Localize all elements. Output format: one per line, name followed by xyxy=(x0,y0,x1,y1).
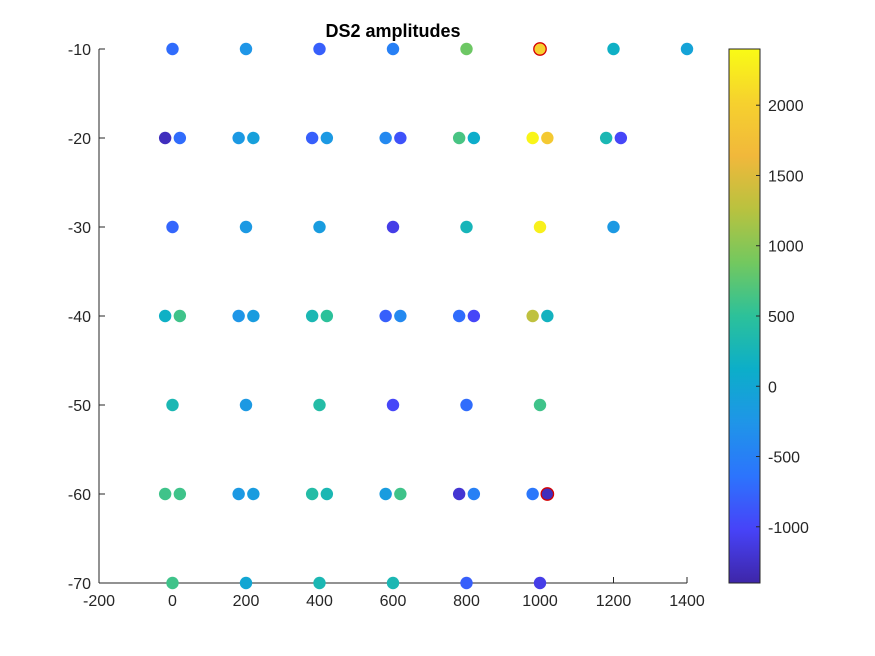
scatter-point xyxy=(313,220,326,234)
scatter-point xyxy=(680,42,694,56)
y-tick-label: -40 xyxy=(68,309,91,326)
scatter-point xyxy=(386,576,400,590)
scatter-point xyxy=(526,487,539,501)
scatter-point xyxy=(541,309,554,323)
scatter-point xyxy=(452,131,466,145)
scatter-point xyxy=(460,42,473,56)
scatter-point xyxy=(313,576,326,590)
scatter-point xyxy=(173,487,187,501)
scatter-point xyxy=(247,309,260,323)
scatter-point xyxy=(247,487,260,501)
scatter-point xyxy=(313,42,326,56)
scatter-point xyxy=(247,131,260,145)
colorbar-tick-label: -1000 xyxy=(768,520,809,537)
x-tick-label: 0 xyxy=(168,593,177,610)
plot-area: -200 0 200 400 600 800 1000 1200 1400 -10-20-30-… xyxy=(68,42,705,610)
scatter-point xyxy=(467,309,481,323)
scatter-point xyxy=(166,220,179,234)
scatter-point xyxy=(386,42,400,56)
scatter-point xyxy=(452,309,466,323)
colorbar-tick-label: 1500 xyxy=(768,168,804,185)
scatter-point xyxy=(533,42,547,56)
y-tick-label: -60 xyxy=(68,487,91,504)
y-tick-label: -70 xyxy=(68,576,91,593)
scatter-point xyxy=(452,487,466,501)
colorbar-gradient xyxy=(728,48,761,584)
scatter-point xyxy=(533,576,547,590)
scatter-point xyxy=(166,398,179,412)
colorbar: -1000 -500 0 500 1000 1500 2000 xyxy=(728,48,809,584)
colorbar-tick-label: -500 xyxy=(768,450,800,467)
scatter-point xyxy=(614,131,628,145)
scatter-point xyxy=(607,220,620,234)
scatter-point xyxy=(540,487,555,501)
scatter-point xyxy=(239,220,253,234)
x-tick-label: 400 xyxy=(306,593,333,610)
scatter-point xyxy=(166,42,179,56)
scatter-point xyxy=(239,576,253,590)
scatter-point xyxy=(232,487,245,501)
scatter-point xyxy=(379,131,392,145)
scatter-point xyxy=(460,576,473,590)
colorbar-ticks: -1000 -500 0 500 1000 1500 2000 xyxy=(756,98,809,537)
scatter-point xyxy=(607,42,620,56)
x-tick-label: 1000 xyxy=(522,593,558,610)
scatter-point xyxy=(541,131,554,145)
x-tick-label: 1400 xyxy=(669,593,705,610)
y-tick-label: -50 xyxy=(68,398,91,415)
scatter-point xyxy=(320,309,334,323)
y-tick-label: -30 xyxy=(68,220,91,237)
scatter-point xyxy=(379,309,392,323)
colorbar-tick-label: 500 xyxy=(768,309,795,326)
scatter-point xyxy=(173,309,187,323)
scatter-point xyxy=(460,398,473,412)
scatter-point xyxy=(158,487,172,501)
scatter-point xyxy=(599,131,613,145)
scatter-point xyxy=(394,309,407,323)
scatter-point xyxy=(320,487,334,501)
scatter-point xyxy=(320,131,334,145)
scatter-point xyxy=(232,309,245,323)
scatter-point xyxy=(386,398,400,412)
x-tick-label: 200 xyxy=(233,593,260,610)
scatter-point xyxy=(526,131,539,145)
scatter-point xyxy=(166,576,179,590)
x-ticks: -200 0 200 400 600 800 1000 1200 1400 xyxy=(83,577,705,610)
scatter-point xyxy=(232,131,245,145)
scatter-point xyxy=(239,398,253,412)
scatter-point xyxy=(533,220,547,234)
scatter-point xyxy=(305,309,319,323)
data-points xyxy=(158,42,694,590)
scatter-point xyxy=(379,487,392,501)
scatter-point xyxy=(533,398,547,412)
x-tick-label: 800 xyxy=(453,593,480,610)
colorbar-tick-label: 1000 xyxy=(768,239,804,256)
y-tick-label: -10 xyxy=(68,42,91,59)
scatter-point xyxy=(305,487,319,501)
scatter-point xyxy=(460,220,473,234)
colorbar-tick-label: 2000 xyxy=(768,98,804,115)
x-tick-label: 1200 xyxy=(596,593,632,610)
scatter-point xyxy=(526,309,539,323)
scatter-point xyxy=(394,131,407,145)
scatter-point xyxy=(173,131,187,145)
x-tick-label: -200 xyxy=(83,593,115,610)
scatter-point xyxy=(158,131,172,145)
scatter-point xyxy=(239,42,253,56)
scatter-point xyxy=(313,398,326,412)
scatter-point xyxy=(467,131,481,145)
scatter-point xyxy=(158,309,172,323)
x-tick-label: 600 xyxy=(380,593,407,610)
y-ticks: -10 -20 -30 -40 -50 -60 -70 xyxy=(68,42,105,593)
scatter-point xyxy=(305,131,319,145)
scatter-point xyxy=(394,487,407,501)
scatter-point xyxy=(467,487,481,501)
chart-title: DS2 amplitudes xyxy=(325,21,460,41)
colorbar-tick-label: 0 xyxy=(768,379,777,396)
scatter-point xyxy=(386,220,400,234)
y-tick-label: -20 xyxy=(68,131,91,148)
